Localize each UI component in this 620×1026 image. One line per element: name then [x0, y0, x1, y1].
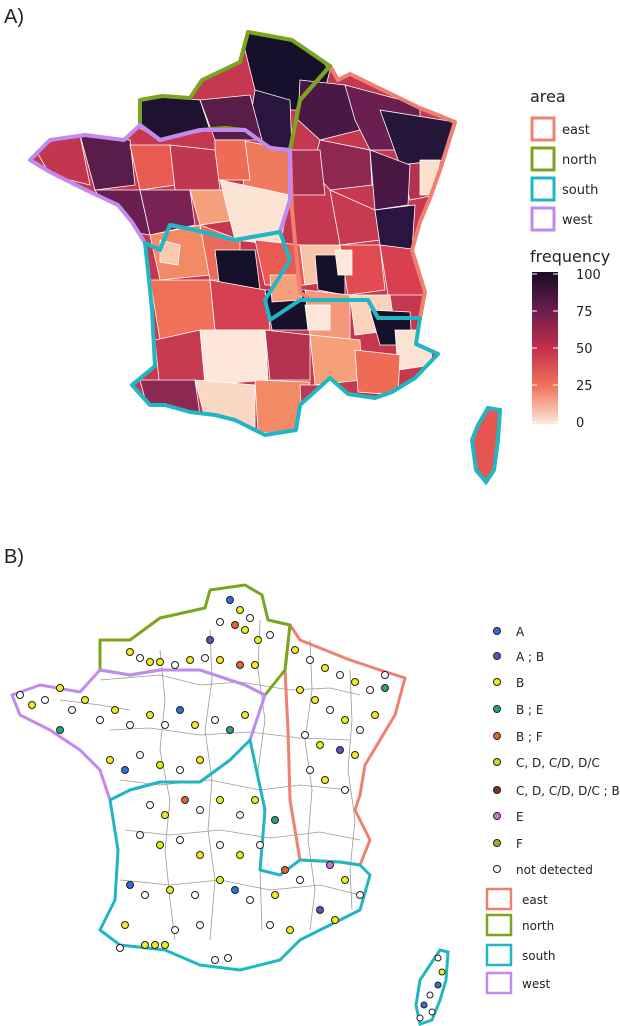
panel-b-label: B)	[4, 546, 24, 568]
legend-dot-c-d	[493, 758, 501, 766]
legend-dot-not-detected	[493, 865, 501, 873]
frequency-tick-50: 50	[576, 342, 593, 357]
area-legend-a: east north south west	[530, 116, 598, 232]
area-outline-west	[28, 123, 292, 252]
legend-label-b-e: B ; E	[516, 703, 544, 717]
frequency-tick-25: 25	[576, 379, 593, 394]
b-area-label-north: north	[522, 919, 554, 933]
point-legend: A A ; B B B ; E B ; F C, D, C/D, D/C C, …	[493, 625, 620, 877]
legend-label-b: B	[516, 676, 524, 690]
b-area-label-south: south	[522, 949, 556, 963]
map-b: A A ; B B B ; E B ; F C, D, C/D, D/C C, …	[10, 583, 620, 1026]
department-borders	[59, 619, 361, 941]
map-a: area east north south west frequency 100…	[28, 30, 610, 486]
legend-label-a: A	[516, 625, 525, 639]
b-area-swatch-north	[485, 913, 513, 937]
frequency-tick-75: 75	[576, 305, 593, 320]
legend-label-f: F	[516, 837, 523, 851]
department-choropleth	[30, 32, 455, 435]
b-area-outline-east	[283, 623, 407, 867]
area-legend-b: east north south west	[485, 887, 556, 995]
legend-dot-c-d-b	[493, 786, 501, 794]
area-label-west: west	[562, 213, 593, 228]
legend-dot-f	[493, 839, 501, 847]
legend-label-c-d-b: C, D, C/D, D/C ; B	[516, 784, 620, 798]
sampling-points	[16, 596, 446, 1022]
frequency-legend-title: frequency	[530, 247, 610, 266]
legend-label-not-detected: not detected	[516, 863, 593, 877]
b-area-outline-west	[10, 668, 267, 802]
legend-label-c-d: C, D, C/D, D/C	[516, 756, 600, 770]
frequency-ticks	[532, 273, 558, 423]
area-swatch-east	[530, 116, 556, 142]
legend-label-b-f: B ; F	[516, 730, 543, 744]
area-label-east: east	[562, 123, 590, 138]
legend-label-e: E	[516, 810, 524, 824]
legend-dot-a-b	[493, 652, 501, 660]
corsica-fill	[469, 405, 503, 486]
area-outline-south	[130, 223, 440, 437]
legend-dot-b-f	[493, 732, 501, 740]
b-area-label-east: east	[522, 893, 548, 907]
area-label-north: north	[562, 153, 597, 168]
legend-dot-a	[493, 627, 501, 635]
area-swatch-west	[530, 206, 556, 232]
frequency-tick-0: 0	[576, 416, 584, 431]
area-legend-title: area	[530, 87, 566, 106]
area-label-south: south	[562, 183, 598, 198]
b-area-swatch-south	[485, 943, 513, 967]
legend-dot-e	[493, 812, 501, 820]
b-area-outline-south	[98, 738, 372, 972]
legend-dot-b	[493, 678, 501, 686]
panel-a-label: A)	[4, 6, 24, 28]
b-area-swatch-east	[485, 887, 513, 911]
area-swatch-south	[530, 176, 556, 202]
b-area-label-west: west	[522, 977, 550, 991]
legend-dot-b-e	[493, 705, 501, 713]
b-area-swatch-west	[485, 971, 513, 995]
frequency-tick-100: 100	[576, 268, 601, 283]
legend-label-a-b: A ; B	[516, 650, 544, 664]
area-swatch-north	[530, 146, 556, 172]
